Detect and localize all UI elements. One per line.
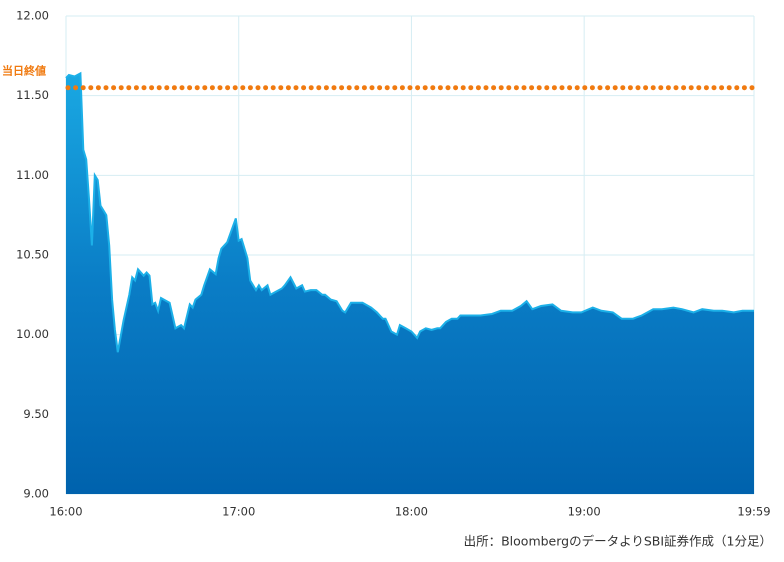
x-tick-label: 17:00 — [222, 505, 255, 519]
x-tick-label: 16:00 — [49, 505, 82, 519]
y-tick-label: 9.50 — [23, 407, 49, 421]
y-tick-label: 10.50 — [16, 248, 49, 262]
source-note: 出所：BloombergのデータよりSBI証券作成（1分足） — [464, 534, 772, 549]
y-tick-label: 11.00 — [16, 168, 49, 182]
reference-label: 当日終値 — [2, 64, 46, 78]
line — [65, 71, 754, 353]
area — [66, 73, 754, 495]
x-tick-label: 19:00 — [568, 505, 601, 519]
y-tick-label: 9.00 — [23, 487, 49, 501]
y-tick-label: 10.00 — [16, 327, 49, 341]
x-tick-label: 19:59 — [737, 505, 770, 519]
y-tick-label: 11.50 — [16, 88, 49, 102]
y-tick-label: 12.00 — [16, 9, 49, 23]
x-tick-label: 18:00 — [395, 505, 428, 519]
